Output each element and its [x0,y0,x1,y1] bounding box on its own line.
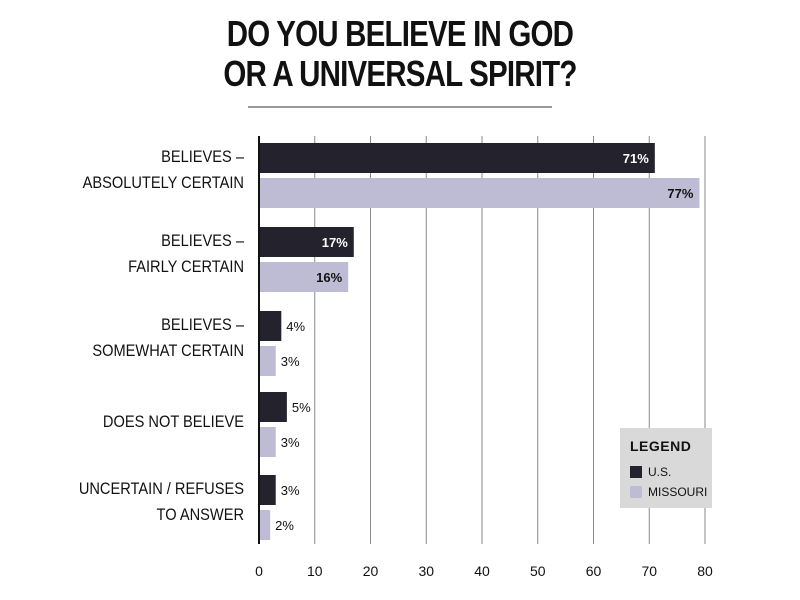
bar-us [259,143,655,173]
category-label-line: SOMEWHAT CERTAIN [92,341,244,360]
bar-missouri [259,346,276,376]
data-label: 77% [667,186,693,201]
x-tick-label: 20 [363,563,379,579]
legend-swatch-us [630,466,642,478]
bars [259,143,700,540]
category-label-line: BELIEVES – [161,315,244,334]
category-label-does-not-believe: DOES NOT BELIEVE [4,409,244,435]
legend-item-us: U.S. [630,465,671,479]
x-tick-label: 10 [307,563,323,579]
category-label-somewhat-certain: BELIEVES – SOMEWHAT CERTAIN [4,312,244,364]
bar-missouri [259,427,276,457]
x-tick-label: 70 [641,563,657,579]
x-tick-label: 60 [586,563,602,579]
title-divider [248,106,552,108]
category-label-line: BELIEVES – [161,147,244,166]
legend-title: LEGEND [630,438,692,454]
legend-item-missouri: MISSOURI [630,485,707,499]
legend: LEGEND U.S. MISSOURI [620,428,712,508]
category-label-line: TO ANSWER [156,505,244,524]
data-label: 5% [292,400,311,415]
category-label-line: ABSOLUTELY CERTAIN [82,173,244,192]
data-label: 71% [623,151,649,166]
chart-title-line-2: OR A UNIVERSAL SPIRIT? [223,53,577,94]
chart-title: DO YOU BELIEVE IN GOD OR A UNIVERSAL SPI… [0,14,800,94]
x-tick-label: 30 [418,563,434,579]
x-tick-label: 80 [697,563,713,579]
data-label: 3% [281,483,300,498]
category-label-fairly-certain: BELIEVES – FAIRLY CERTAIN [4,228,244,280]
data-label: 3% [281,435,300,450]
bar-us [259,392,287,422]
category-label-line: BELIEVES – [161,231,244,250]
data-label: 17% [322,235,348,250]
category-label-line: DOES NOT BELIEVE [102,412,244,431]
x-tick-label: 50 [530,563,546,579]
legend-swatch-missouri [630,486,642,498]
x-tick-label: 0 [255,563,263,579]
data-label: 16% [316,270,342,285]
data-label: 2% [275,518,294,533]
data-label: 4% [286,319,305,334]
category-label-line: FAIRLY CERTAIN [128,257,244,276]
category-label-uncertain: UNCERTAIN / REFUSES TO ANSWER [4,476,244,528]
category-label-line: UNCERTAIN / REFUSES [78,479,244,498]
data-label: 3% [281,354,300,369]
chart-title-line-1: DO YOU BELIEVE IN GOD [226,13,574,54]
x-axis: 0 10 20 30 40 50 60 70 80 [255,136,713,579]
legend-label-missouri: MISSOURI [648,485,708,499]
bar-missouri [259,510,271,540]
bar-missouri [259,262,349,292]
bar-us [259,475,276,505]
category-label-absolutely-certain: BELIEVES – ABSOLUTELY CERTAIN [4,144,244,196]
bar-missouri [259,178,700,208]
bar-us [259,227,354,257]
legend-label-us: U.S. [648,465,672,479]
data-labels: 71% 77% 17% 16% 4% 3% 5% 3% 3% 2% [275,151,694,533]
x-tick-label: 40 [474,563,490,579]
bar-us [259,311,282,341]
